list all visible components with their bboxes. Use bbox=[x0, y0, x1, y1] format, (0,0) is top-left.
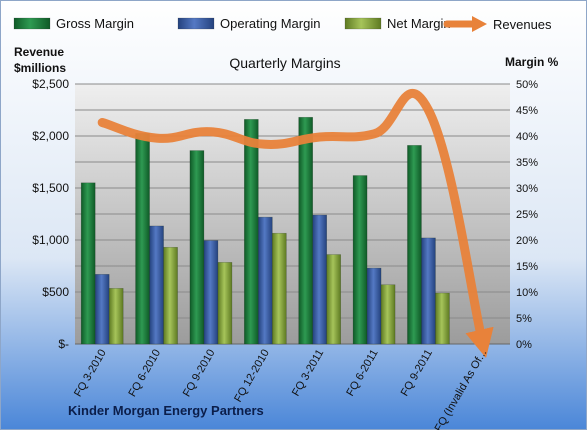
bar-gross-margin bbox=[135, 133, 150, 345]
legend-operating-margin-label: Operating Margin bbox=[220, 16, 320, 31]
right-tick-label: 30% bbox=[516, 183, 538, 195]
chart-title: Quarterly Margins bbox=[229, 55, 340, 71]
legend: Gross Margin Operating Margin Net Margin Re… bbox=[13, 16, 552, 32]
left-tick-label: $2,500 bbox=[32, 77, 69, 91]
right-tick-label: 25% bbox=[516, 209, 538, 221]
bar-gross-margin bbox=[80, 182, 96, 345]
legend-revenues-label: Revenues bbox=[493, 17, 552, 32]
bar-gross-margin bbox=[244, 119, 259, 345]
bars bbox=[80, 116, 450, 345]
bar-gross-margin bbox=[407, 145, 422, 345]
right-tick-label: 10% bbox=[516, 287, 538, 299]
bar-net-margin bbox=[435, 292, 450, 345]
legend-revenues-arrowhead bbox=[472, 16, 487, 32]
bar-operating-margin bbox=[421, 237, 436, 345]
bar-operating-margin bbox=[203, 240, 219, 345]
bar-gross-margin bbox=[189, 150, 205, 345]
right-tick-label: 40% bbox=[516, 131, 538, 143]
bar-net-margin bbox=[163, 246, 178, 345]
right-tick-label: 45% bbox=[516, 105, 538, 117]
bar-net-margin bbox=[108, 288, 124, 345]
right-axis-ticks: 0% 5% 10% 15% 20% 25% 30% 35% 40% 45% 50% bbox=[516, 79, 538, 351]
bar-net-margin bbox=[380, 284, 396, 345]
bar-gross-margin bbox=[352, 175, 368, 345]
right-axis-label: Margin % bbox=[505, 55, 559, 69]
legend-gross-margin-label: Gross Margin bbox=[56, 16, 134, 31]
left-axis-label-line2: $millions bbox=[14, 61, 66, 75]
left-tick-label: $500 bbox=[42, 285, 69, 299]
right-tick-label: 35% bbox=[516, 157, 538, 169]
bar-net-margin bbox=[326, 254, 341, 345]
bar-net-margin bbox=[217, 262, 233, 345]
right-tick-label: 50% bbox=[516, 79, 538, 91]
bar-gross-margin bbox=[298, 116, 313, 345]
revenue-line bbox=[97, 89, 494, 359]
left-tick-label: $1,500 bbox=[32, 181, 69, 195]
left-tick-label: $1,000 bbox=[32, 233, 69, 247]
bar-operating-margin bbox=[94, 274, 110, 345]
left-axis-ticks: $- $500 $1,000 $1,500 $2,000 $2,500 bbox=[32, 77, 69, 351]
right-tick-label: 0% bbox=[516, 339, 532, 351]
bar-operating-margin bbox=[312, 214, 327, 345]
bar-net-margin bbox=[272, 232, 287, 345]
right-tick-label: 5% bbox=[516, 313, 532, 325]
legend-operating-margin-swatch bbox=[177, 17, 215, 30]
bar-operating-margin bbox=[366, 267, 382, 345]
revenue-line-path bbox=[97, 89, 494, 359]
right-tick-label: 15% bbox=[516, 261, 538, 273]
legend-gross-margin-swatch bbox=[13, 17, 51, 30]
bar-operating-margin bbox=[258, 216, 273, 345]
legend-net-margin-swatch bbox=[344, 17, 382, 30]
footer-company-name: Kinder Morgan Energy Partners bbox=[68, 403, 264, 418]
bar-operating-margin bbox=[149, 225, 164, 345]
left-axis-label-line1: Revenue bbox=[14, 45, 64, 59]
left-tick-label: $2,000 bbox=[32, 129, 69, 143]
legend-net-margin-label: Net Margin bbox=[387, 16, 451, 31]
left-tick-label: $- bbox=[58, 337, 69, 351]
right-tick-label: 20% bbox=[516, 235, 538, 247]
